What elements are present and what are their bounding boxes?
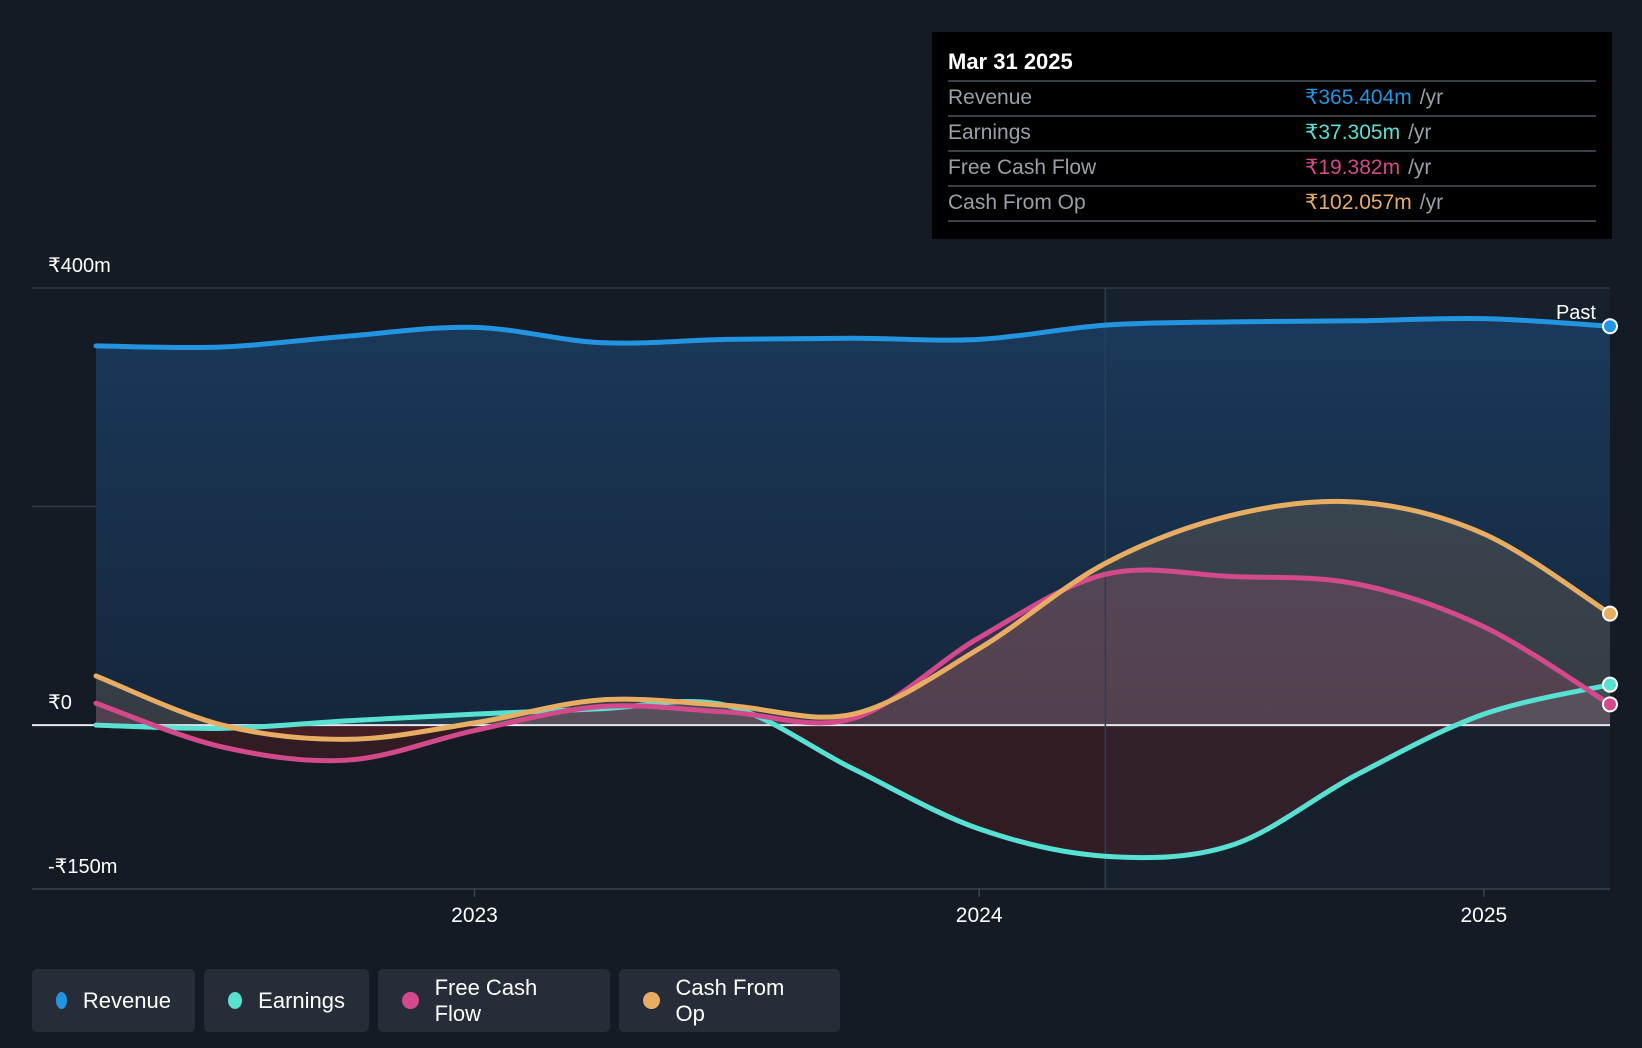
tooltip-value: ₹19.382m: [1305, 156, 1401, 179]
legend-label: Cash From Op: [675, 974, 785, 1026]
area-earnings-negative: [96, 725, 1610, 858]
legend-dot-icon: [56, 992, 67, 1009]
legend-item-cash-from-op[interactable]: Cash From Op: [619, 969, 840, 1032]
legend-dot-icon: [228, 992, 243, 1009]
tooltip-label: Free Cash Flow: [948, 156, 1097, 179]
tooltip-unit: /yr: [1408, 156, 1432, 179]
tooltip-panel: Mar 31 2025 Revenue ₹365.404m /yr Earnin…: [932, 32, 1612, 239]
end-marker-earnings: [1602, 676, 1618, 693]
tooltip-row-cash-from-op: Cash From Op ₹102.057m /yr: [948, 185, 1596, 222]
chart-legend: Revenue Earnings Free Cash Flow Cash Fro…: [32, 969, 840, 1032]
legend-item-free-cash-flow[interactable]: Free Cash Flow: [378, 969, 610, 1032]
y-tick-label: -₹150m: [48, 856, 117, 878]
tooltip-unit: /yr: [1419, 86, 1444, 109]
legend-item-earnings[interactable]: Earnings: [204, 969, 369, 1032]
area-earnings-positive: [286, 684, 1610, 726]
area-cash-from-op-positive: [96, 501, 1610, 726]
line-cash-from-op: [93, 498, 1613, 742]
legend-label: Revenue: [82, 987, 171, 1013]
tooltip-value: ₹102.057m: [1305, 191, 1412, 214]
line-earnings: [93, 682, 1613, 861]
series-end-markers: [1602, 318, 1618, 713]
y-tick-label: ₹0: [48, 692, 72, 714]
series-lines: [93, 315, 1613, 861]
tooltip-label: Revenue: [948, 86, 1033, 109]
end-marker-free-cash-flow: [1602, 696, 1618, 713]
tooltip-row-free-cash-flow: Free Cash Flow ₹19.382m /yr: [948, 150, 1596, 185]
tooltip-unit: /yr: [1419, 191, 1444, 214]
legend-dot-icon: [402, 992, 419, 1009]
legend-label: Earnings: [258, 987, 345, 1013]
x-axis-labels: 2023 2024 2025: [451, 889, 1507, 927]
end-marker-revenue: [1602, 318, 1618, 335]
tooltip-label: Earnings: [948, 121, 1031, 144]
end-marker-cash-from-op: [1602, 605, 1618, 622]
x-tick-label: 2025: [1460, 904, 1507, 927]
line-revenue: [93, 315, 1613, 351]
legend-dot-icon: [643, 992, 660, 1009]
area-revenue: [96, 318, 1610, 726]
y-tick-label: ₹400m: [48, 255, 111, 277]
past-label: Past: [1556, 302, 1596, 324]
area-free-cash-flow-positive: [96, 569, 1610, 726]
y-axis-labels: ₹400m ₹0 -₹150m: [48, 255, 117, 878]
tooltip-date: Mar 31 2025: [948, 49, 1073, 74]
legend-label: Free Cash Flow: [434, 974, 538, 1026]
tooltip-value: ₹365.404m: [1305, 86, 1412, 109]
tooltip-value: ₹37.305m: [1305, 121, 1401, 144]
tooltip-row-revenue: Revenue ₹365.404m /yr: [948, 80, 1596, 115]
tooltip-row-earnings: Earnings ₹37.305m /yr: [948, 115, 1596, 150]
x-tick-label: 2023: [451, 904, 498, 927]
tooltip-label: Cash From Op: [948, 191, 1086, 214]
x-tick-label: 2024: [956, 904, 1003, 927]
line-free-cash-flow: [93, 567, 1613, 764]
legend-item-revenue[interactable]: Revenue: [32, 969, 195, 1032]
tooltip-unit: /yr: [1408, 121, 1432, 144]
